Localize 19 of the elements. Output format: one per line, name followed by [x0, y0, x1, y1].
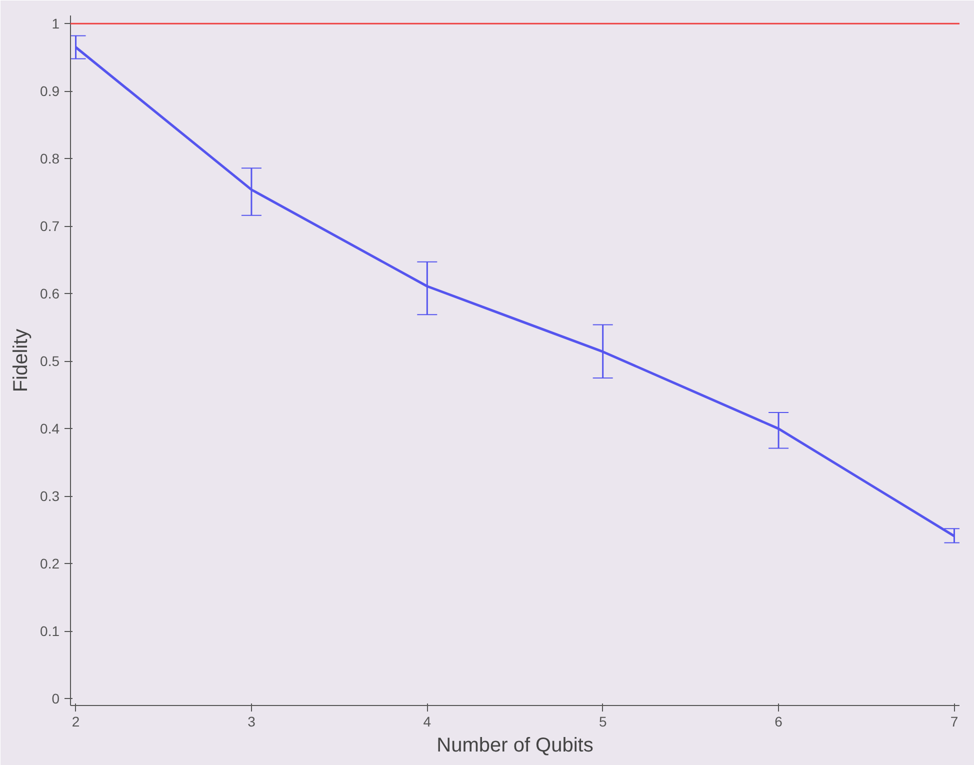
- y-tick-label: 0.3: [40, 488, 60, 504]
- x-tick-label: 7: [950, 714, 958, 730]
- x-tick-label: 5: [598, 714, 607, 730]
- x-tick-label: 2: [72, 714, 80, 730]
- y-tick-label: 0.5: [40, 353, 60, 370]
- y-tick-label: 0.9: [40, 83, 60, 100]
- x-tick-label: 4: [423, 714, 432, 730]
- y-tick-label: 0.1: [40, 623, 60, 640]
- y-tick-label: 1: [52, 16, 60, 32]
- x-tick-label: 3: [248, 714, 256, 730]
- y-tick-label: 0.8: [40, 150, 60, 167]
- x-tick-label: 6: [774, 714, 783, 730]
- y-axis-title: Fidelity: [10, 328, 32, 392]
- y-tick-label: 0.6: [40, 286, 60, 302]
- x-axis-title: Number of Qubits: [436, 734, 594, 756]
- y-tick-label: 0: [52, 690, 60, 707]
- y-tick-label: 0.4: [40, 420, 60, 437]
- y-tick-label: 0.7: [40, 218, 60, 234]
- y-tick-label: 0.2: [40, 556, 60, 572]
